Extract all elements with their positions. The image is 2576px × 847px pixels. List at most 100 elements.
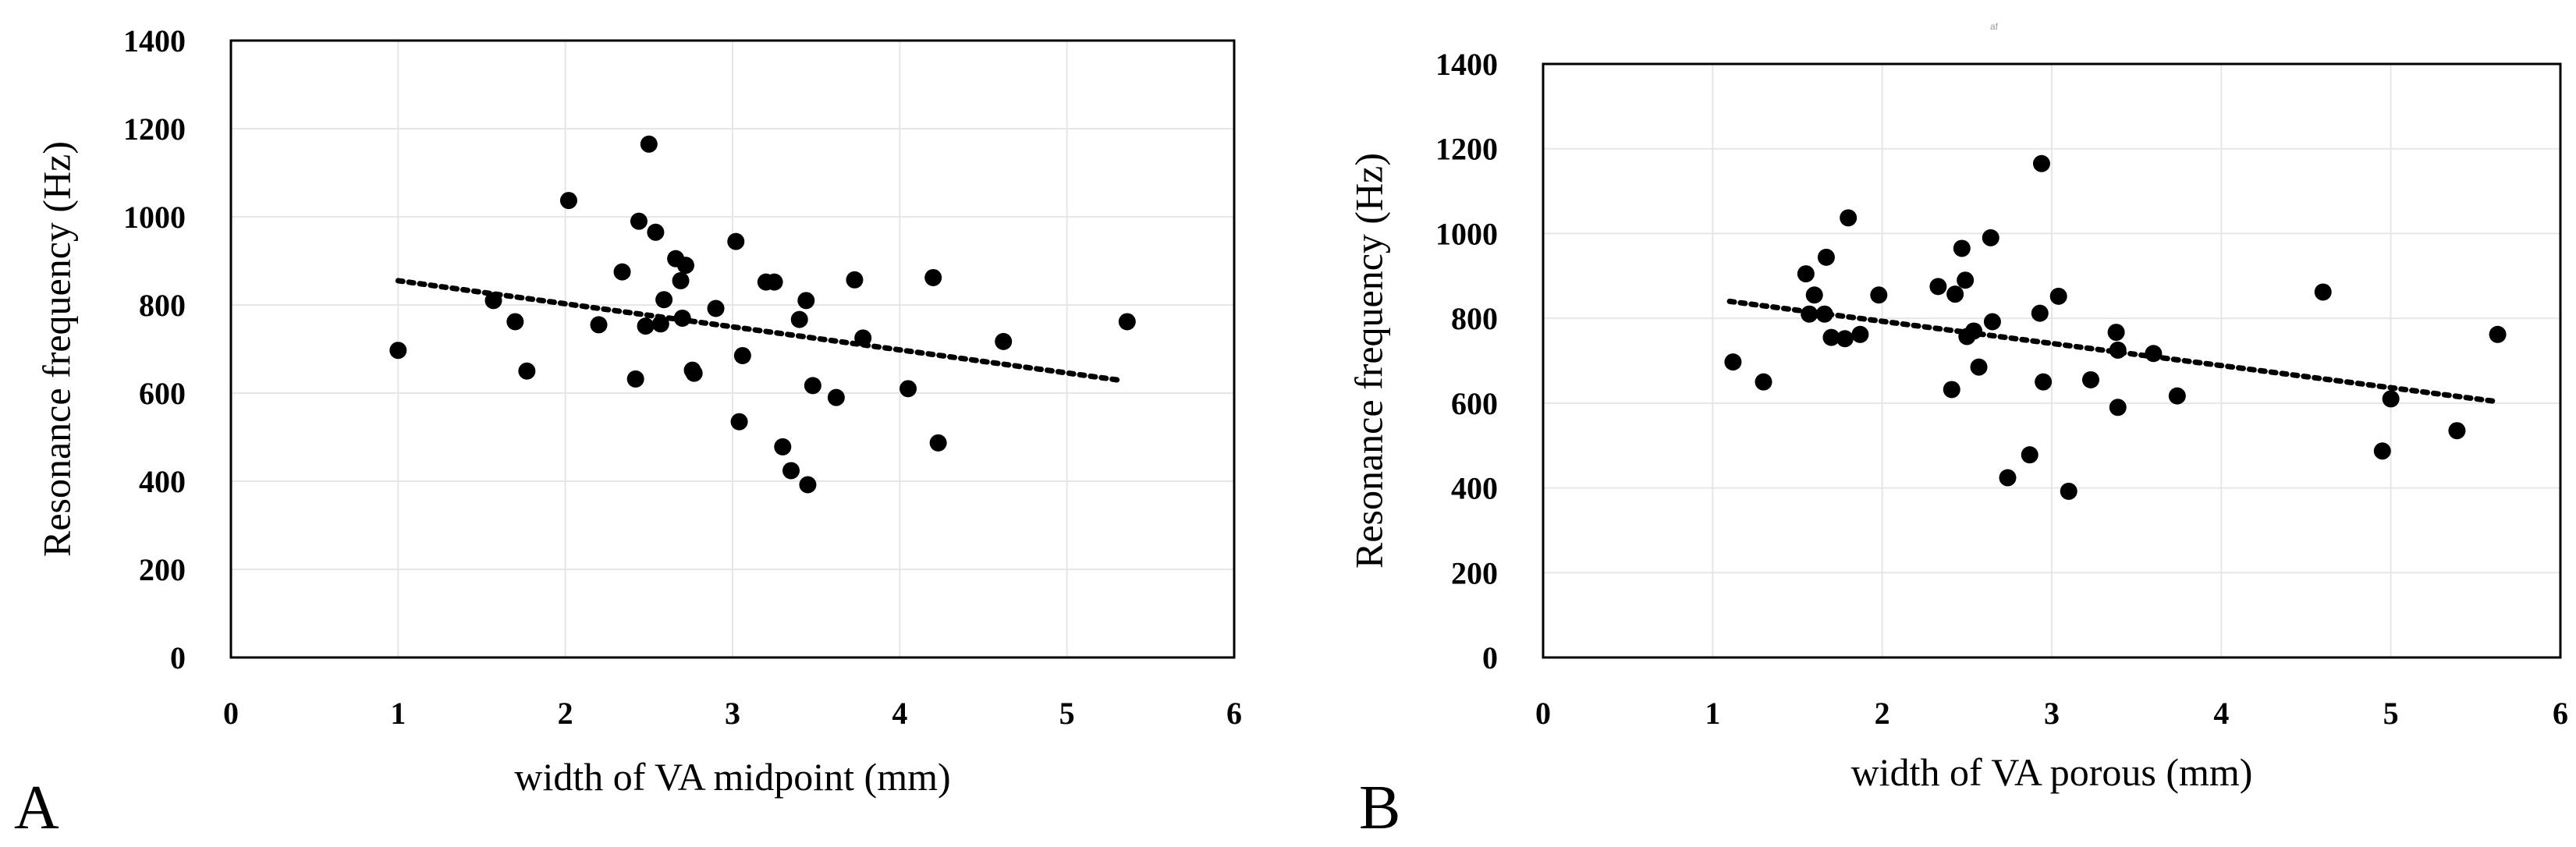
data-point (518, 362, 536, 380)
data-point (1970, 358, 1988, 376)
data-point (790, 310, 808, 328)
data-point (1755, 373, 1772, 391)
y-tick-label: 200 (139, 552, 186, 587)
stray-mark: af (1990, 21, 1999, 32)
y-tick-label: 400 (1451, 471, 1498, 506)
data-point (804, 377, 821, 395)
x-tick-label: 1 (1705, 696, 1720, 731)
data-point (733, 346, 751, 364)
data-point (1999, 469, 2017, 487)
data-point (797, 292, 815, 310)
data-point (630, 212, 648, 230)
data-point (1870, 286, 1888, 304)
data-point (995, 332, 1013, 350)
data-point (484, 292, 502, 310)
x-tick-label: 3 (2044, 696, 2060, 731)
data-point (854, 329, 872, 347)
x-tick-label: 5 (2383, 696, 2399, 731)
x-tick-label: 1 (390, 696, 406, 731)
plot-area-frame (1542, 62, 2562, 659)
data-point (1953, 239, 1971, 257)
data-point (827, 388, 845, 406)
y-tick-label: 0 (170, 640, 186, 675)
data-point (730, 413, 748, 431)
data-point (1797, 265, 1815, 283)
x-tick-label: 6 (2553, 696, 2568, 731)
panel-label: A (14, 774, 59, 842)
y-tick-label: 200 (1451, 555, 1498, 590)
data-point (1805, 286, 1823, 304)
data-point (1943, 381, 1960, 399)
data-point (1801, 305, 1818, 323)
data-point (672, 271, 690, 289)
data-point (765, 273, 783, 291)
data-point (613, 263, 631, 281)
x-tick-label: 2 (1875, 696, 1890, 731)
data-point (2060, 482, 2077, 500)
data-point (626, 370, 644, 388)
data-point (1851, 325, 1869, 343)
data-point (782, 462, 800, 480)
data-point (1118, 313, 1136, 331)
panel-label: B (1359, 774, 1400, 842)
data-point (2168, 387, 2186, 405)
data-point (590, 316, 608, 334)
x-tick-label: 3 (725, 696, 740, 731)
data-point (2035, 373, 2053, 391)
data-point (2489, 325, 2507, 343)
y-axis-title: Resonance frequency (Hz) (1347, 153, 1390, 569)
data-point (2081, 370, 2099, 388)
data-point (655, 291, 673, 309)
data-point (1815, 305, 1833, 323)
x-tick-label: 5 (1059, 696, 1075, 731)
y-tick-label: 1400 (123, 23, 186, 58)
data-point (2032, 154, 2050, 172)
data-point (2382, 390, 2400, 408)
y-tick-label: 600 (1451, 386, 1498, 421)
y-tick-label: 400 (139, 464, 186, 499)
y-tick-label: 0 (1482, 640, 1498, 675)
data-point (2031, 304, 2049, 322)
data-point (685, 364, 703, 382)
x-axis-title: width of VA porous (mm) (1851, 750, 2253, 794)
y-tick-label: 800 (139, 288, 186, 323)
data-point (1946, 285, 1964, 303)
data-point (651, 315, 669, 333)
y-tick-label: 1000 (1435, 216, 1498, 251)
data-point (559, 192, 577, 210)
data-point (924, 268, 942, 286)
data-point (2314, 283, 2332, 301)
y-tick-label: 1200 (1435, 132, 1498, 167)
data-point (637, 317, 655, 335)
y-tick-label: 600 (139, 376, 186, 411)
data-point (1965, 322, 1983, 340)
x-tick-label: 2 (558, 696, 573, 731)
data-point (2145, 345, 2163, 363)
data-point (2109, 341, 2127, 359)
data-point (1817, 248, 1835, 266)
data-point (799, 476, 817, 494)
data-point (506, 313, 524, 331)
data-point (676, 257, 694, 275)
data-point (1840, 209, 1857, 227)
data-point (1957, 271, 1975, 289)
data-point (2373, 442, 2391, 460)
x-tick-label: 4 (2213, 696, 2229, 731)
data-point (2021, 446, 2038, 464)
x-tick-label: 0 (1535, 696, 1551, 731)
y-axis-title: Resonance frequency (Hz) (34, 141, 78, 557)
data-point (707, 299, 725, 317)
trendline (395, 278, 1120, 383)
data-point (389, 342, 407, 360)
data-point (1929, 278, 1947, 296)
data-point (647, 223, 665, 241)
x-tick-label: 4 (892, 696, 907, 731)
data-point (1724, 353, 1742, 371)
data-point (2109, 399, 2127, 416)
data-point (2448, 422, 2466, 440)
data-point (2107, 324, 2125, 342)
plot-area-frame (229, 39, 1236, 659)
data-point (846, 271, 864, 289)
